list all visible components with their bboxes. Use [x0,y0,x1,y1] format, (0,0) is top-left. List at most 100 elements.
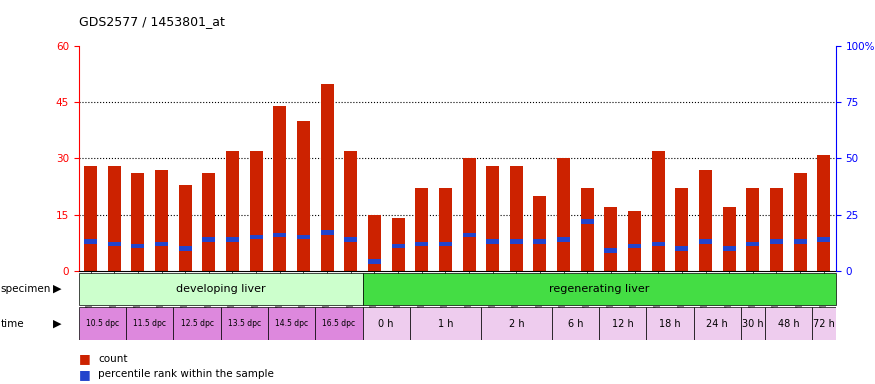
Text: 13.5 dpc: 13.5 dpc [228,319,261,328]
Bar [273,233,286,237]
Bar [362,307,410,340]
Bar [647,307,694,340]
Bar [694,307,741,340]
Text: 10.5 dpc: 10.5 dpc [86,319,119,328]
Text: percentile rank within the sample: percentile rank within the sample [98,369,274,379]
Bar [178,185,192,271]
Bar [676,189,689,271]
Text: 12.5 dpc: 12.5 dpc [180,319,214,328]
Text: specimen: specimen [1,284,52,294]
Bar [226,237,239,242]
Text: developing liver: developing liver [176,284,265,294]
Text: ▶: ▶ [52,318,61,329]
Bar [79,307,126,340]
Bar [699,239,712,244]
Bar [581,219,594,223]
Bar [463,233,475,237]
Text: 0 h: 0 h [379,318,394,329]
Bar [226,151,239,271]
Bar [794,174,807,271]
Bar [410,307,481,340]
Bar [605,248,618,253]
Bar [202,237,215,242]
Bar [534,196,547,271]
Bar [131,244,144,248]
Bar [173,307,220,340]
Bar [108,242,121,246]
Text: 24 h: 24 h [706,318,728,329]
Bar [368,260,381,264]
Bar [581,189,594,271]
Text: ■: ■ [79,368,90,381]
Bar [723,207,736,271]
Bar [628,244,641,248]
Bar [463,159,475,271]
Text: ■: ■ [79,353,90,366]
Bar [652,151,665,271]
Bar [439,242,452,246]
Bar [741,307,765,340]
Bar [487,166,499,271]
Bar [220,307,268,340]
Text: 48 h: 48 h [778,318,799,329]
Bar [557,159,570,271]
Bar [652,242,665,246]
Text: 6 h: 6 h [568,318,584,329]
Bar [320,230,333,235]
Text: 72 h: 72 h [813,318,835,329]
Bar [770,189,783,271]
Bar [416,242,428,246]
Bar [202,174,215,271]
Text: GDS2577 / 1453801_at: GDS2577 / 1453801_at [79,15,225,28]
Bar [557,237,570,242]
Bar [344,151,357,271]
Bar [599,307,647,340]
Bar [416,189,428,271]
Bar [552,307,599,340]
Bar [510,166,523,271]
Bar [487,239,499,244]
Bar [108,166,121,271]
Bar [391,218,404,271]
Bar [699,170,712,271]
Bar [297,235,310,239]
Text: 14.5 dpc: 14.5 dpc [275,319,308,328]
Text: 11.5 dpc: 11.5 dpc [133,319,166,328]
Bar [273,106,286,271]
Bar [131,174,144,271]
Text: 18 h: 18 h [659,318,681,329]
Bar [249,235,262,239]
Bar [126,307,173,340]
Bar [812,307,836,340]
Bar [817,155,830,271]
Bar [605,207,618,271]
Text: 30 h: 30 h [742,318,764,329]
Bar [628,211,641,271]
Bar [770,239,783,244]
Bar [362,273,836,305]
Bar [155,170,168,271]
Text: time: time [1,318,24,329]
Bar [320,84,333,271]
Text: 2 h: 2 h [508,318,524,329]
Bar [676,246,689,250]
Bar [84,166,97,271]
Bar [155,242,168,246]
Bar [817,237,830,242]
Bar [344,237,357,242]
Text: 16.5 dpc: 16.5 dpc [322,319,355,328]
Bar [723,246,736,250]
Bar [315,307,362,340]
Text: 1 h: 1 h [438,318,453,329]
Text: 12 h: 12 h [612,318,634,329]
Bar [510,239,523,244]
Bar [746,189,760,271]
Bar [368,215,381,271]
Text: count: count [98,354,128,364]
Bar [297,121,310,271]
Bar [439,189,452,271]
Bar [79,273,362,305]
Bar [249,151,262,271]
Text: regenerating liver: regenerating liver [549,284,649,294]
Bar [794,239,807,244]
